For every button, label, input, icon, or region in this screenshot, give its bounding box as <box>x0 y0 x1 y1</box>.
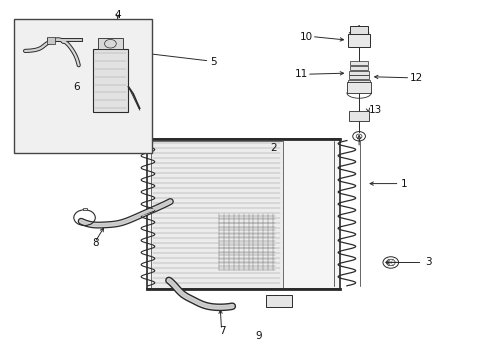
Bar <box>348 71 368 75</box>
Bar <box>348 75 368 79</box>
Text: 11: 11 <box>294 69 307 79</box>
Text: 13: 13 <box>368 105 381 115</box>
Bar <box>147 139 339 289</box>
Bar <box>93 49 128 112</box>
Bar <box>346 82 370 93</box>
Text: 5: 5 <box>210 57 217 67</box>
Text: 3: 3 <box>424 257 430 267</box>
Bar <box>98 39 122 49</box>
Text: 9: 9 <box>255 331 262 341</box>
Text: 2: 2 <box>270 143 277 153</box>
Text: 4: 4 <box>114 10 121 20</box>
Bar <box>266 295 291 307</box>
Bar <box>349 26 367 34</box>
Bar <box>151 140 282 288</box>
Text: 10: 10 <box>299 32 312 41</box>
Bar <box>349 61 367 65</box>
Text: 6: 6 <box>73 82 80 92</box>
Bar <box>347 34 369 47</box>
Text: 12: 12 <box>409 73 423 83</box>
Bar <box>348 111 368 121</box>
Text: 1: 1 <box>400 179 407 189</box>
Text: 7: 7 <box>219 325 225 336</box>
Bar <box>14 19 152 153</box>
Bar <box>47 37 55 44</box>
Bar <box>82 208 87 211</box>
Bar <box>349 66 367 70</box>
Text: 8: 8 <box>92 238 99 248</box>
Bar <box>347 80 369 84</box>
